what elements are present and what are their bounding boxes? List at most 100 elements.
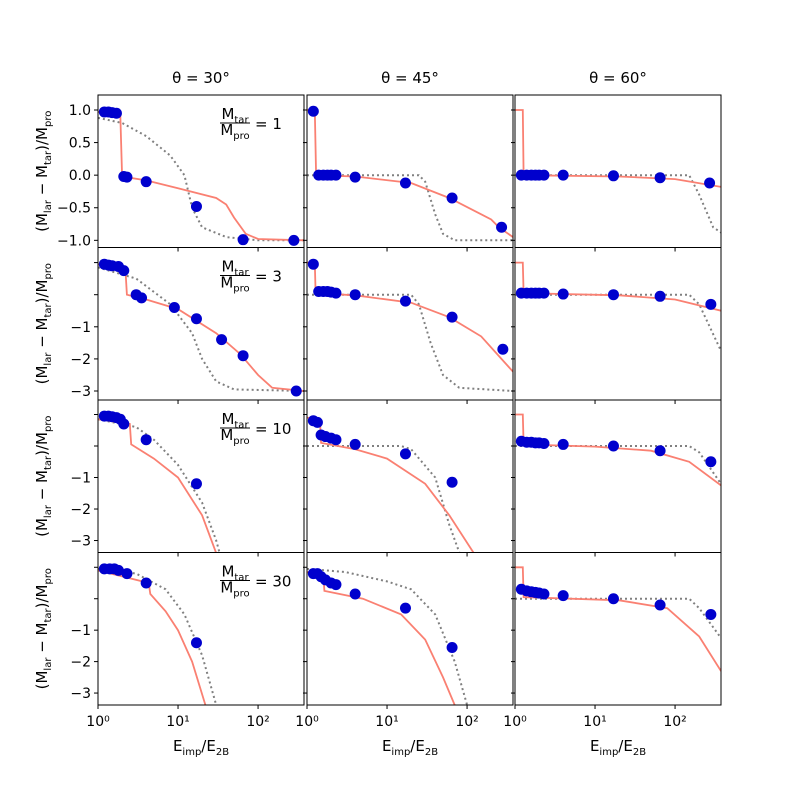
data-point [168,302,180,314]
y-tick-label: −1.0 [57,233,91,249]
data-point [140,434,152,446]
x-tick-label: 10⁰ [503,714,527,730]
data-point [557,590,569,602]
annotation-rhs: = 3 [255,268,282,286]
data-point [654,445,666,457]
annotation-rhs: = 1 [255,115,282,133]
annotation-numerator-part: M [221,105,234,123]
solid-line [307,261,513,373]
data-point [496,221,508,233]
x-axis-label-part: 2B [633,747,646,758]
panel [515,566,721,672]
column-title: θ = 60° [589,69,647,87]
data-point [118,265,130,277]
annotation-numerator: Mtar [221,105,249,126]
dotted-line [98,567,218,705]
panel [307,105,513,242]
y-axis-label-part: lar [43,199,54,213]
y-axis-label-part: lar [43,352,54,366]
panel [515,413,721,487]
data-point [330,169,342,181]
y-axis-label-part: pro [43,568,54,584]
annotation-denominator-part: M [220,121,233,139]
panel-frame [306,552,514,706]
data-point [446,311,458,323]
annotation-numerator-part: tar [234,420,249,431]
data-point [446,476,458,488]
y-axis-label-part: − M [33,318,51,353]
data-point [654,172,666,184]
data-point [311,416,323,428]
x-tick-label: 10² [246,714,269,730]
data-point [704,177,716,189]
y-axis-label-part: (M [33,671,51,690]
data-point [121,171,133,183]
dotted-line [307,293,513,392]
annotation-numerator-part: M [221,563,234,581]
y-axis-label-part: − M [33,470,51,505]
data-point [557,438,569,450]
y-tick-label: −1 [70,623,91,639]
y-axis-label: (Mlar − Mtar)/Mpro [33,111,54,232]
data-point [705,298,717,310]
y-axis-label-part: (M [33,213,51,232]
x-tick-label: 10¹ [583,714,606,730]
annotation-rhs: = 10 [255,420,291,438]
x-tick-label: 10⁰ [295,714,319,730]
data-point [538,169,550,181]
panel [515,109,721,234]
y-axis-label-part: pro [43,111,54,127]
y-axis-label-part: pro [43,263,54,279]
data-point [538,437,550,449]
data-point [110,107,122,119]
data-point [497,343,509,355]
y-axis-label-part: (M [33,518,51,537]
y-tick-label: −3 [70,534,91,550]
x-axis-label-part: /E [618,737,633,755]
data-point [349,588,361,600]
column-title: θ = 45° [381,69,439,87]
y-axis-label-part: )/M [33,127,51,151]
data-point [538,588,550,600]
y-tick-label: 1.0 [69,103,91,119]
annotation-denominator: Mpro [220,579,249,600]
data-point [399,295,411,307]
annotation-numerator: Mtar [221,563,249,584]
data-point [237,350,249,362]
annotation-numerator-part: tar [234,268,249,279]
x-axis-label-part: E [590,737,599,755]
solid-line [98,111,304,242]
dotted-line [307,567,469,705]
data-point [190,313,202,325]
data-point [538,287,550,299]
panel [98,106,304,246]
data-point [399,177,411,189]
dotted-line [307,174,513,242]
annotation-numerator-part: M [221,410,234,428]
y-axis-label-part: tar [43,607,54,622]
data-point [654,599,666,611]
data-point [216,334,228,346]
panel [98,410,221,553]
x-axis-label-part: E [382,737,391,755]
data-point [557,169,569,181]
x-tick-label: 10¹ [166,714,189,730]
data-point [446,641,458,653]
annotation-denominator-part: pro [233,131,249,142]
data-point [140,577,152,589]
y-axis-label-part: − M [33,623,51,658]
x-axis-label: Eimp/E2B [173,737,229,758]
panel [307,567,469,705]
x-tick-label: 10² [455,714,478,730]
y-axis-label-part: tar [43,455,54,470]
data-point [607,440,619,452]
panel-frame [306,399,514,553]
y-tick-label: −2 [70,502,91,518]
y-axis-label-part: tar [43,302,54,317]
data-point [607,593,619,605]
solid-line [515,261,721,312]
y-tick-label: 0.5 [69,136,91,152]
data-point [446,192,458,204]
y-tick-label: −1 [70,471,91,487]
